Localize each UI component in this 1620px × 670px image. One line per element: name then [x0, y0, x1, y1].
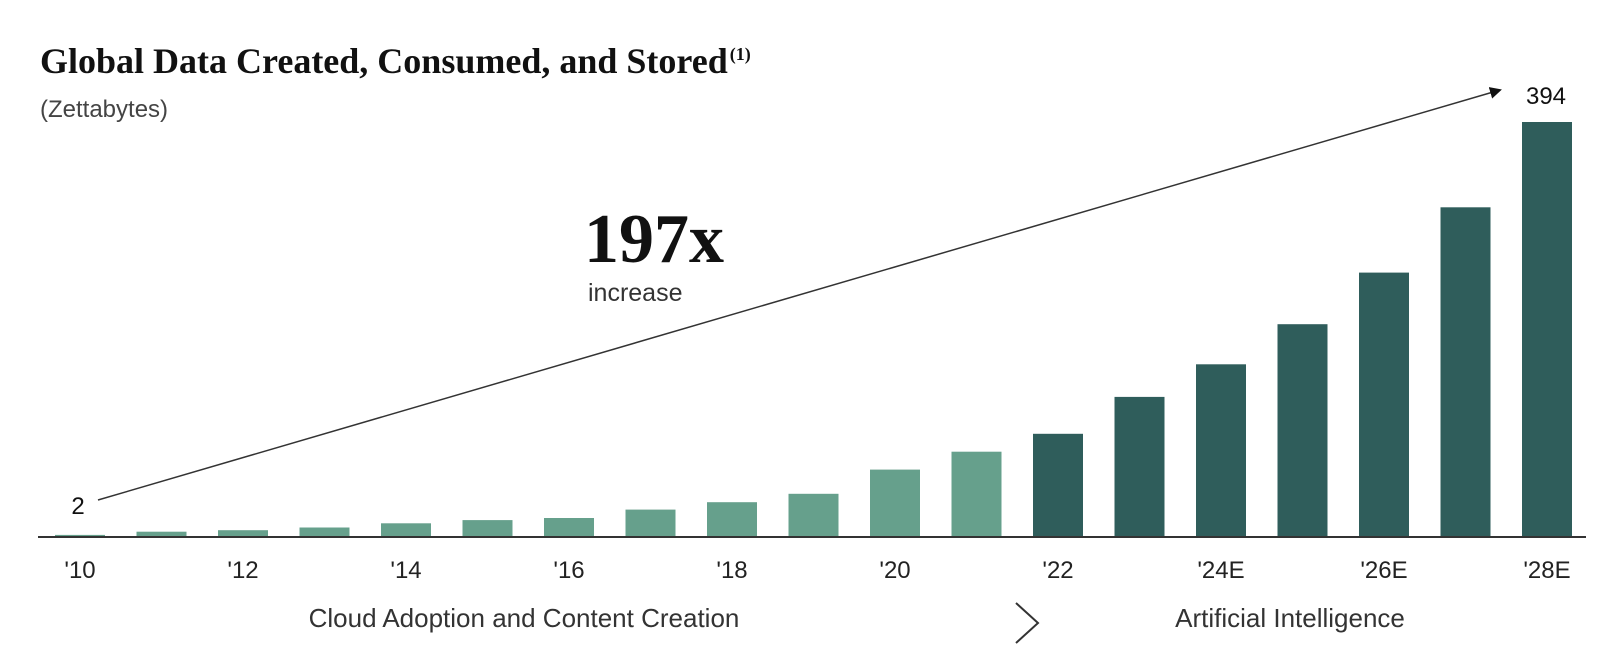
chart-title-text: Global Data Created, Consumed, and Store…: [40, 41, 728, 81]
x-tick-label: '24E: [1197, 557, 1244, 584]
chart-title: Global Data Created, Consumed, and Store…: [40, 40, 751, 82]
bar-24E: [1196, 364, 1246, 537]
bar-20: [870, 469, 920, 537]
phase-label-ai: Artificial Intelligence: [1175, 603, 1405, 633]
end-value-label: 394: [1526, 83, 1566, 110]
x-tick-label: '22: [1042, 557, 1073, 584]
bar-23: [1114, 396, 1165, 537]
x-tick-label: '18: [716, 557, 747, 584]
bar-28E: [1522, 122, 1572, 537]
growth-label: increase: [588, 279, 683, 307]
chevron-right-icon: [1015, 602, 1040, 644]
bar-19: [788, 493, 839, 537]
bar-25E: [1277, 324, 1328, 537]
x-tick-labels: '10 '12 '14 '16 '18 '20 '22 '24E '26E '28E: [64, 557, 1570, 584]
bar-14: [381, 523, 431, 537]
x-tick-label: '10: [64, 557, 95, 584]
x-tick-label: '20: [879, 557, 910, 584]
x-tick-label: '26E: [1360, 557, 1407, 584]
bar-16: [544, 518, 594, 537]
growth-multiple: 197x: [584, 201, 724, 278]
growth-arrow: [97, 87, 1502, 501]
x-tick-label: '28E: [1523, 557, 1570, 584]
x-tick-label: '12: [227, 557, 258, 584]
bar-10: [55, 534, 105, 537]
phase-label-cloud: Cloud Adoption and Content Creation: [309, 603, 740, 633]
bar-series: [55, 122, 1572, 538]
bar-15: [462, 520, 513, 537]
bar-27E: [1440, 207, 1491, 538]
title-footnote: (1): [729, 44, 751, 64]
bar-11: [136, 531, 187, 537]
bar-21: [951, 451, 1002, 537]
bar-18: [707, 502, 757, 537]
start-value-label: 2: [71, 493, 84, 520]
bar-12: [218, 530, 268, 537]
bar-17: [625, 509, 676, 537]
bar-13: [299, 527, 350, 537]
chart-subtitle: (Zettabytes): [40, 96, 169, 123]
bar-26E: [1359, 272, 1409, 537]
x-tick-label: '16: [553, 557, 584, 584]
x-tick-label: '14: [390, 557, 421, 584]
bar-22: [1033, 433, 1083, 537]
